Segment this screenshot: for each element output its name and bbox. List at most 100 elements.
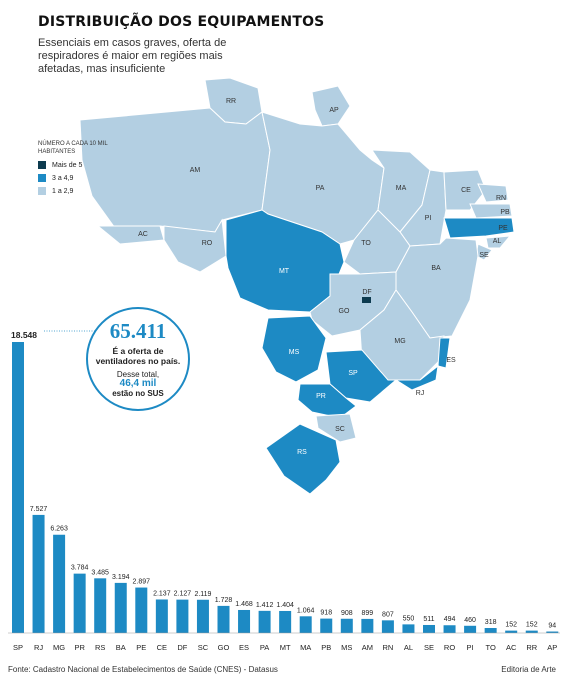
legend-swatch-high <box>38 161 46 169</box>
bar-category-label: RN <box>382 643 393 652</box>
bar-sc <box>196 599 209 633</box>
bar-value-label: 2.137 <box>153 590 171 597</box>
callout-text-3: 46,4 mil <box>119 378 157 389</box>
total-callout: 65.411 É a oferta de ventiladores no paí… <box>86 307 190 411</box>
map-state-df <box>362 297 371 303</box>
bar-value-label: 1.404 <box>276 602 294 609</box>
bar-value-label: 2.119 <box>194 591 211 598</box>
bar-value-label: 7.527 <box>30 506 48 513</box>
map-label-sp: SP <box>348 370 358 377</box>
bar-category-label: RO <box>444 643 455 652</box>
map-state-al <box>485 235 512 249</box>
bar-ap <box>546 631 559 633</box>
bar-ac <box>505 630 518 633</box>
bar-to <box>484 628 497 633</box>
bar-rs <box>94 578 107 633</box>
bar-category-label: BA <box>116 643 126 652</box>
bar-category-label: MT <box>280 643 291 652</box>
map-state-rn <box>477 183 509 203</box>
map-state-pb <box>469 203 513 219</box>
bar-sp <box>12 342 24 633</box>
callout-text-2: Desse total, <box>116 370 160 379</box>
legend-item-high: Mais de 5 <box>38 161 118 169</box>
bar-value-label: 1.064 <box>297 607 315 614</box>
source-note: Fonte: Cadastro Nacional de Estabelecime… <box>8 665 278 674</box>
map-state-am <box>79 107 271 233</box>
bar-se <box>423 624 435 633</box>
callout-text-4: estão no SUS <box>112 389 164 398</box>
bar-ba <box>114 582 127 633</box>
map-label-ro: RO <box>202 240 213 247</box>
map-label-pa: PA <box>316 185 325 192</box>
bar-value-label: 318 <box>485 619 497 626</box>
map-state-pr <box>297 383 357 419</box>
map-label-ce: CE <box>461 187 471 194</box>
bar-es <box>238 609 251 633</box>
bar-value-label: 918 <box>320 610 332 617</box>
map-label-ap: AP <box>329 107 339 114</box>
bar-mg <box>53 534 66 633</box>
map-legend: NÚMERO A CADA 10 MIL HABITANTES Mais de … <box>38 140 118 195</box>
bar-category-label: AM <box>362 643 373 652</box>
bar-mt <box>279 610 292 633</box>
map-label-df: DF <box>362 289 371 296</box>
bar-category-label: RJ <box>34 643 43 652</box>
bar-category-label: RS <box>95 643 105 652</box>
bar-category-label: SE <box>424 643 434 652</box>
legend-title: NÚMERO A CADA 10 MIL HABITANTES <box>38 141 108 155</box>
map-state-pe <box>443 217 515 239</box>
bar-pi <box>464 625 477 633</box>
bar-value-label: 460 <box>464 617 476 624</box>
map-state-rj <box>394 364 439 391</box>
map-state-rs <box>265 423 341 495</box>
bar-category-label: PI <box>467 643 474 652</box>
legend-item-mid: 3 a 4,9 <box>38 174 118 182</box>
bar-pb <box>320 618 333 633</box>
map-label-al: AL <box>493 238 502 245</box>
map-label-ac: AC <box>138 231 148 238</box>
bar-category-label: SP <box>13 643 23 652</box>
bar-value-label: 6.263 <box>50 526 68 533</box>
chart-title: DISTRIBUIÇÃO DOS EQUIPAMENTOS <box>38 14 325 30</box>
bar-rn <box>381 620 394 633</box>
legend-item-low: 1 a 2,9 <box>38 187 118 195</box>
map-label-ms: MS <box>289 349 300 356</box>
bar-category-label: PE <box>136 643 146 652</box>
bar-ce <box>155 599 168 633</box>
bar-go <box>217 605 230 633</box>
legend-label-high: Mais de 5 <box>52 161 83 169</box>
callout-text-1: É a oferta de ventiladores no país. <box>95 346 181 366</box>
bar-value-label: 152 <box>526 622 538 629</box>
bar-category-label: AL <box>404 643 413 652</box>
map-label-mt: MT <box>279 268 290 275</box>
credit-note: Editoria de Arte <box>501 665 556 674</box>
bar-category-label: AC <box>506 643 517 652</box>
map-label-go: GO <box>339 308 350 315</box>
map-label-se: SE <box>479 252 489 259</box>
map-state-ms <box>261 315 327 383</box>
map-state-es <box>437 337 451 369</box>
bar-df <box>176 599 189 633</box>
bar-category-label: ES <box>239 643 249 652</box>
bar-category-label: MS <box>341 643 352 652</box>
bar-value-label: 494 <box>444 616 456 623</box>
bar-category-label: PA <box>260 643 269 652</box>
bar-value-label: 908 <box>341 610 353 617</box>
bar-category-label: MA <box>300 643 311 652</box>
bar-pr <box>73 573 86 633</box>
bar-pe <box>135 587 148 633</box>
map-state-ro <box>163 218 227 273</box>
map-label-mg: MG <box>394 338 405 345</box>
bar-value-label: 3.485 <box>91 569 109 576</box>
legend-label-mid: 3 a 4,9 <box>52 174 74 182</box>
chart-subtitle: Essenciais em casos graves, oferta de re… <box>38 37 227 75</box>
bar-category-label: GO <box>218 643 230 652</box>
map-label-ba: BA <box>431 265 441 272</box>
bar-category-label: RR <box>526 643 537 652</box>
bar-category-label: TO <box>486 643 496 652</box>
bar-value-label: 807 <box>382 611 394 618</box>
bar-al <box>402 624 415 633</box>
bar-category-label: AP <box>547 643 557 652</box>
